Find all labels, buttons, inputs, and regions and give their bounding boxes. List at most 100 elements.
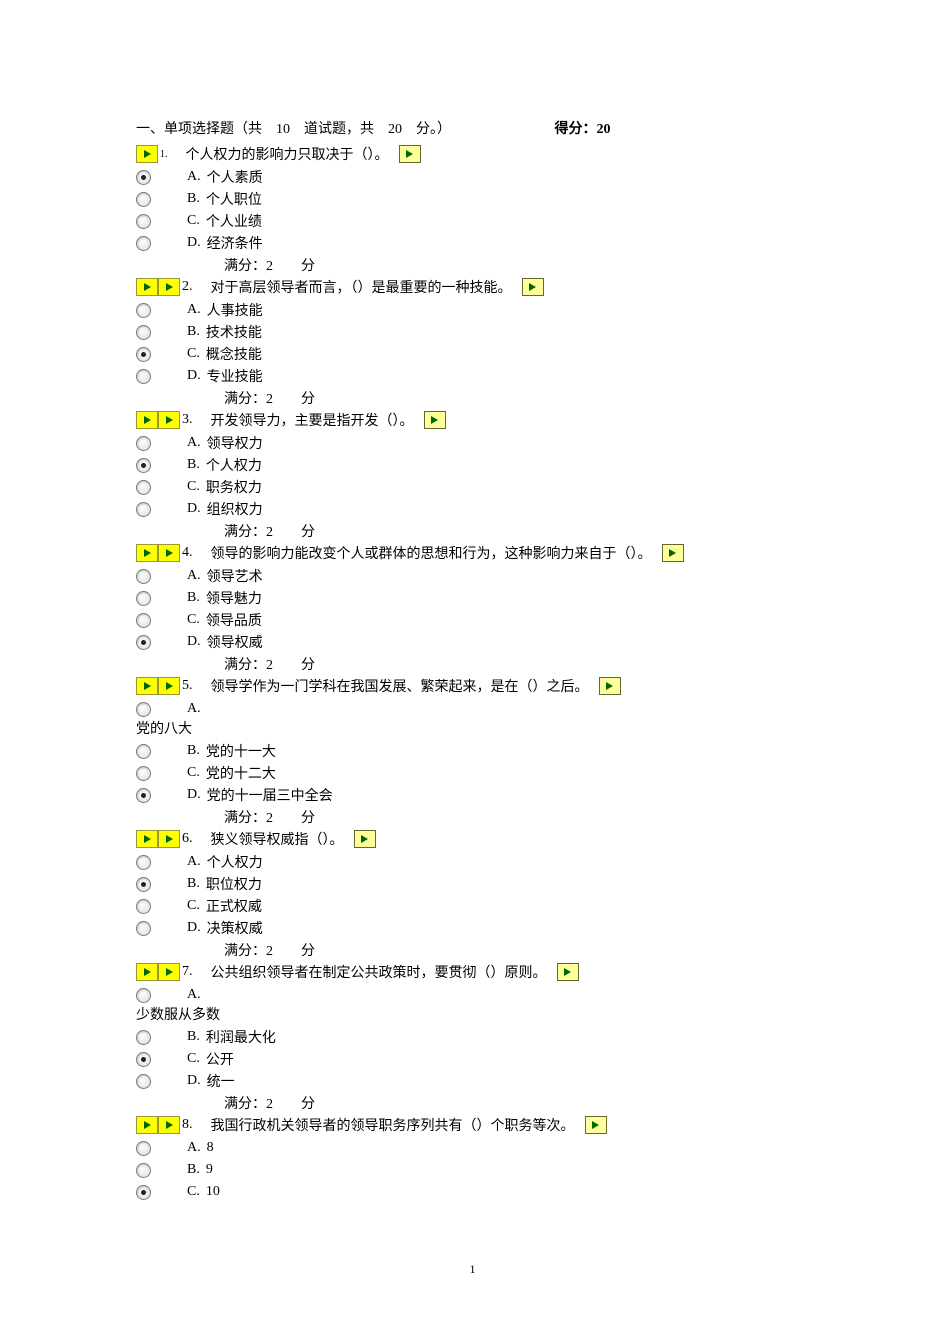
radio-button[interactable]	[136, 1163, 151, 1178]
radio-button[interactable]	[136, 1185, 151, 1200]
option-text: 人事技能	[207, 300, 263, 320]
option-letter: A.	[187, 1140, 201, 1156]
score-line: 满分：2 分	[224, 1093, 945, 1113]
option-row: A.8	[136, 1137, 945, 1159]
nav-icon	[158, 830, 180, 848]
question-number: 5.	[182, 678, 193, 694]
radio-button[interactable]	[136, 1030, 151, 1045]
nav-icon	[136, 544, 158, 562]
radio-button[interactable]	[136, 855, 151, 870]
option-row: B.9	[136, 1159, 945, 1181]
radio-button[interactable]	[136, 480, 151, 495]
radio-button[interactable]	[136, 1141, 151, 1156]
page-number: 1	[0, 1262, 945, 1277]
pencil-icon	[599, 677, 621, 695]
question-header: 6.狭义领导权威指（）。	[136, 829, 945, 849]
option-row: C.个人业绩	[136, 210, 945, 232]
radio-button[interactable]	[136, 1052, 151, 1067]
question-2: 2.对于高层领导者而言，（）是最重要的一种技能。A.人事技能B.技术技能C.概念…	[136, 277, 945, 408]
radio-button[interactable]	[136, 744, 151, 759]
option-row: B.领导魅力	[136, 587, 945, 609]
nav-icon	[158, 544, 180, 562]
radio-button[interactable]	[136, 214, 151, 229]
nav-icon	[136, 1116, 158, 1134]
option-letter: C.	[187, 1051, 200, 1067]
option-letter: B.	[187, 876, 200, 892]
section-header: 一、单项选择题（共 10 道试题，共 20 分。） 得分：20	[136, 118, 945, 138]
section-score: 得分：20	[555, 122, 611, 137]
nav-icon	[136, 278, 158, 296]
radio-button[interactable]	[136, 788, 151, 803]
radio-button[interactable]	[136, 877, 151, 892]
option-letter: C.	[187, 346, 200, 362]
option-letter: B.	[187, 1162, 200, 1178]
radio-button[interactable]	[136, 170, 151, 185]
question-number: 1.	[160, 149, 168, 160]
option-letter: C.	[187, 765, 200, 781]
pencil-icon	[585, 1116, 607, 1134]
option-text: 党的十一大	[206, 741, 276, 761]
option-text: 专业技能	[207, 366, 263, 386]
nav-icon	[158, 677, 180, 695]
option-text: 领导艺术	[207, 566, 263, 586]
question-text: 开发领导力，主要是指开发（）。	[211, 410, 414, 430]
option-row: C.正式权威	[136, 895, 945, 917]
question-7: 7.公共组织领导者在制定公共政策时，要贯彻（）原则。A.少数服从多数B.利润最大…	[136, 962, 945, 1113]
radio-button[interactable]	[136, 1074, 151, 1089]
radio-button[interactable]	[136, 635, 151, 650]
radio-button[interactable]	[136, 369, 151, 384]
radio-button[interactable]	[136, 347, 151, 362]
nav-icon	[158, 963, 180, 981]
option-text: 党的十二大	[206, 763, 276, 783]
option-text: 正式权威	[206, 896, 262, 916]
option-letter: A.	[187, 987, 201, 1003]
option-row: B.个人职位	[136, 188, 945, 210]
option-text: 个人业绩	[206, 211, 262, 231]
option-letter: D.	[187, 634, 201, 650]
radio-button[interactable]	[136, 591, 151, 606]
option-row: A.领导艺术	[136, 565, 945, 587]
radio-button[interactable]	[136, 899, 151, 914]
option-letter: B.	[187, 1029, 200, 1045]
option-text: 领导品质	[206, 610, 262, 630]
radio-button[interactable]	[136, 921, 151, 936]
option-row: D.专业技能	[136, 365, 945, 387]
radio-button[interactable]	[136, 192, 151, 207]
radio-button[interactable]	[136, 236, 151, 251]
radio-button[interactable]	[136, 436, 151, 451]
question-header: 3. 开发领导力，主要是指开发（）。	[136, 410, 945, 430]
radio-button[interactable]	[136, 502, 151, 517]
option-text-wrapped: 党的八大	[136, 718, 945, 738]
radio-button[interactable]	[136, 988, 151, 1003]
radio-button[interactable]	[136, 303, 151, 318]
pencil-icon	[557, 963, 579, 981]
option-row: A.个人素质	[136, 166, 945, 188]
question-text: 个人权力的影响力只取决于（）。	[186, 144, 389, 164]
question-header: 4.领导的影响力能改变个人或群体的思想和行为，这种影响力来自于（）。	[136, 543, 945, 563]
nav-icon	[136, 830, 158, 848]
option-text: 职务权力	[206, 477, 262, 497]
option-text: 组织权力	[207, 499, 263, 519]
option-text: 经济条件	[207, 233, 263, 253]
question-number: 2.	[182, 279, 193, 295]
radio-button[interactable]	[136, 458, 151, 473]
score-line: 满分：2 分	[224, 654, 945, 674]
question-number: 3.	[182, 412, 193, 428]
option-text: 10	[206, 1184, 220, 1200]
nav-icon	[158, 278, 180, 296]
option-row: B.职位权力	[136, 873, 945, 895]
option-text: 概念技能	[206, 344, 262, 364]
option-row: C.10	[136, 1181, 945, 1203]
question-header: 8.我国行政机关领导者的领导职务序列共有（）个职务等次。	[136, 1115, 945, 1135]
option-letter: D.	[187, 501, 201, 517]
option-text: 个人素质	[207, 167, 263, 187]
question-4: 4.领导的影响力能改变个人或群体的思想和行为，这种影响力来自于（）。A.领导艺术…	[136, 543, 945, 674]
radio-button[interactable]	[136, 613, 151, 628]
radio-button[interactable]	[136, 569, 151, 584]
option-text: 党的十一届三中全会	[207, 785, 333, 805]
question-number: 7.	[182, 964, 193, 980]
option-letter: B.	[187, 324, 200, 340]
radio-button[interactable]	[136, 766, 151, 781]
radio-button[interactable]	[136, 325, 151, 340]
radio-button[interactable]	[136, 702, 151, 717]
